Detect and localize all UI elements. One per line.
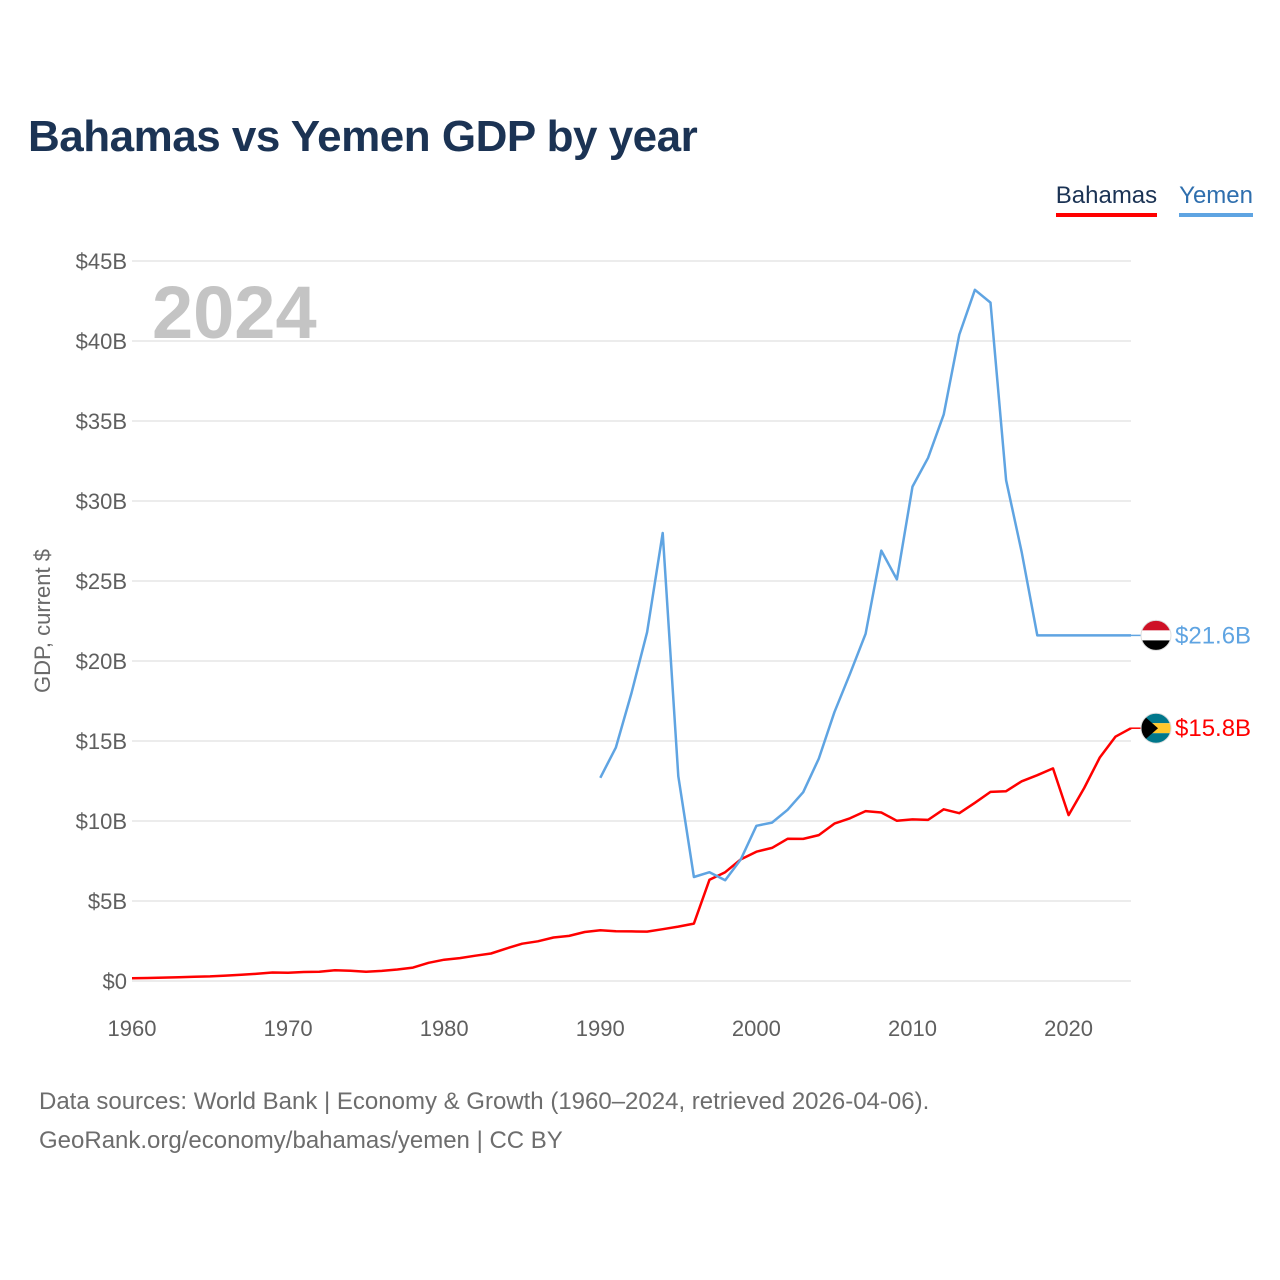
y-tick-label: $15B [76, 729, 127, 754]
x-tick-label: 1960 [108, 1016, 157, 1041]
grid-lines [132, 260, 1131, 982]
x-tick-label: 2010 [888, 1016, 937, 1041]
legend-item-bahamas[interactable]: Bahamas [1055, 182, 1158, 217]
y-axis-ticks: $0 $5B $10B $15B $20B $25B $30B $35B $40B $45B [76, 249, 127, 994]
y-tick-label: $10B [76, 809, 127, 834]
end-value-label-bahamas: $15.8B [1175, 715, 1251, 742]
y-tick-label: $45B [76, 249, 127, 274]
footer: Data sources: World Bank | Economy & Gro… [39, 1082, 929, 1160]
y-tick-label: $35B [76, 409, 127, 434]
year-stamp: 2024 [152, 271, 317, 354]
series-line-bahamas [131, 727, 1132, 980]
footer-attribution[interactable]: GeoRank.org/economy/bahamas/yemen | CC B… [39, 1127, 563, 1154]
series-lines [131, 288, 1132, 980]
end-markers: $15.8B $21.6B [1131, 619, 1251, 744]
legend: Bahamas Yemen [1055, 182, 1253, 217]
end-value-label-yemen: $21.6B [1175, 622, 1251, 649]
footer-sources: Data sources: World Bank | Economy & Gro… [39, 1088, 930, 1115]
series-line-yemen [599, 288, 1131, 882]
y-tick-label: $20B [76, 649, 127, 674]
x-axis-ticks: 1960 1970 1980 1990 2000 2010 2020 [108, 1016, 1094, 1041]
bahamas-flag-icon [1140, 712, 1172, 744]
y-tick-label: $40B [76, 329, 127, 354]
y-tick-label: $0 [103, 969, 127, 994]
chart-title: Bahamas vs Yemen GDP by year [28, 112, 698, 161]
y-axis-label: GDP, current $ [30, 549, 55, 693]
x-tick-label: 1990 [576, 1016, 625, 1041]
x-tick-label: 1980 [420, 1016, 469, 1041]
yemen-flag-icon [1140, 619, 1172, 651]
y-tick-label: $25B [76, 569, 127, 594]
y-tick-label: $5B [88, 889, 127, 914]
x-tick-label: 2000 [732, 1016, 781, 1041]
legend-item-yemen[interactable]: Yemen [1179, 182, 1253, 217]
y-tick-label: $30B [76, 489, 127, 514]
x-tick-label: 1970 [264, 1016, 313, 1041]
x-tick-label: 2020 [1044, 1016, 1093, 1041]
